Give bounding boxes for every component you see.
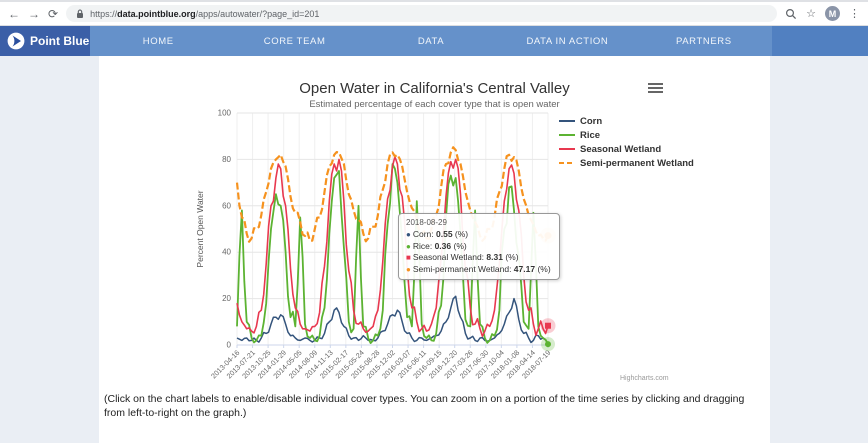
menu-kebab-icon[interactable]: ⋮	[849, 8, 860, 20]
tooltip-date: 2018-08-29	[406, 218, 447, 227]
highcharts-credits[interactable]: Highcharts.com	[620, 375, 669, 382]
legend-label: Corn	[580, 116, 603, 127]
tooltip-row: ● Semi-permanent Wetland: 47.17 (%)	[406, 263, 551, 274]
chart-caption: (Click on the chart labels to enable/dis…	[104, 393, 745, 420]
forward-icon[interactable]: →	[28, 6, 40, 21]
bookmark-star-icon[interactable]: ☆	[806, 8, 816, 20]
chart-plot[interactable]: 2013-04-162013-07-212013-10-252014-01-29…	[99, 56, 770, 391]
point-marker-seasonal-wetland[interactable]	[545, 322, 551, 329]
nav-item-data-in-action[interactable]: DATA IN ACTION	[526, 35, 609, 47]
url-text: https://data.pointblue.org/apps/autowate…	[90, 9, 319, 19]
content-card: 2013-04-16 2013-07-21 2013-10-25 2014-01-29…	[99, 56, 770, 443]
y-axis-label: 40	[222, 248, 231, 257]
y-axis-title: Percent Open Water	[195, 190, 205, 267]
legend-swatch-icon	[559, 148, 575, 151]
legend-label: Rice	[580, 130, 601, 141]
back-icon[interactable]: ←	[8, 6, 20, 21]
legend-label: Seasonal Wetland	[580, 144, 662, 155]
nav-item-partners[interactable]: PARTNERS	[676, 35, 732, 47]
point-marker-rice[interactable]	[545, 341, 551, 348]
series-line-seasonal-wetland[interactable]	[236, 155, 549, 338]
tooltip-series-marker-icon: ●	[406, 230, 411, 239]
url-path: /apps/autowater/?page_id=201	[195, 8, 320, 19]
nav-endcap	[772, 26, 868, 56]
profile-avatar[interactable]: M	[825, 6, 840, 21]
tooltip-series-marker-icon: ●	[406, 241, 411, 251]
browser-chrome: ← → ⟳ https://data.pointblue.org/apps/au…	[0, 0, 868, 26]
address-bar[interactable]: https://data.pointblue.org/apps/autowate…	[66, 5, 778, 22]
legend-swatch-icon	[559, 134, 575, 137]
legend-swatch-icon	[559, 162, 575, 165]
legend-swatch-icon	[559, 120, 575, 123]
tooltip-series-marker-icon: ■	[406, 253, 411, 262]
tooltip-row: ■ Seasonal Wetland: 8.31 (%)	[406, 252, 519, 262]
legend-item-corn[interactable]: Corn	[559, 116, 694, 127]
nav-item-data[interactable]: DATA	[417, 35, 445, 47]
chart-export-menu-icon[interactable]	[648, 83, 663, 95]
brand-name: Point Blue	[30, 34, 90, 48]
series-line-semi-permanent-wetland[interactable]	[235, 146, 549, 243]
chart-subtitle: Estimated percentage of each cover type …	[309, 99, 560, 110]
main-nav: HOME CORE TEAM DATA DATA IN ACTION PARTN…	[90, 26, 772, 56]
url-scheme: https://	[90, 8, 118, 19]
tooltip-series-marker-icon: ●	[406, 264, 411, 274]
site-header: Point Blue HOME CORE TEAM DATA DATA IN A…	[0, 26, 868, 56]
legend-item-seasonal-wetland[interactable]: Seasonal Wetland	[559, 144, 694, 155]
point-blue-bird-icon	[7, 32, 25, 50]
y-axis-label: 60	[222, 201, 231, 210]
url-host: data.pointblue.org	[117, 8, 196, 19]
padlock-icon	[77, 9, 84, 18]
refresh-icon[interactable]: ⟳	[48, 6, 59, 21]
point-blue-logo[interactable]: Point Blue	[0, 26, 90, 56]
chart-legend: Corn Rice Seasonal Wetland Semi-permanent W…	[559, 116, 694, 172]
chart-tooltip: 2018-08-29 ● Corn: 0.55 (%) ● Rice: 0.36 (%…	[398, 213, 560, 280]
y-axis-label: 100	[218, 109, 232, 118]
legend-item-semi-permanent-wetland[interactable]: Semi-permanent Wetland	[559, 158, 694, 169]
y-axis-label: 0	[227, 341, 232, 350]
tooltip-row: ● Corn: 0.55 (%)	[406, 229, 469, 239]
legend-label: Semi-permanent Wetland	[580, 158, 694, 169]
chrome-actions: ☆ M ⋮	[785, 6, 860, 21]
nav-item-core-team[interactable]: CORE TEAM	[263, 35, 326, 47]
zoom-icon[interactable]	[785, 8, 797, 20]
tooltip-row: ● Rice: 0.36 (%)	[406, 240, 467, 251]
chart-title: Open Water in California's Central Valle…	[299, 80, 570, 97]
y-axis-label: 20	[222, 294, 231, 303]
legend-item-rice[interactable]: Rice	[559, 130, 694, 141]
nav-item-home[interactable]: HOME	[142, 35, 174, 47]
y-axis-label: 80	[222, 155, 231, 164]
series-line-corn[interactable]	[236, 295, 549, 345]
